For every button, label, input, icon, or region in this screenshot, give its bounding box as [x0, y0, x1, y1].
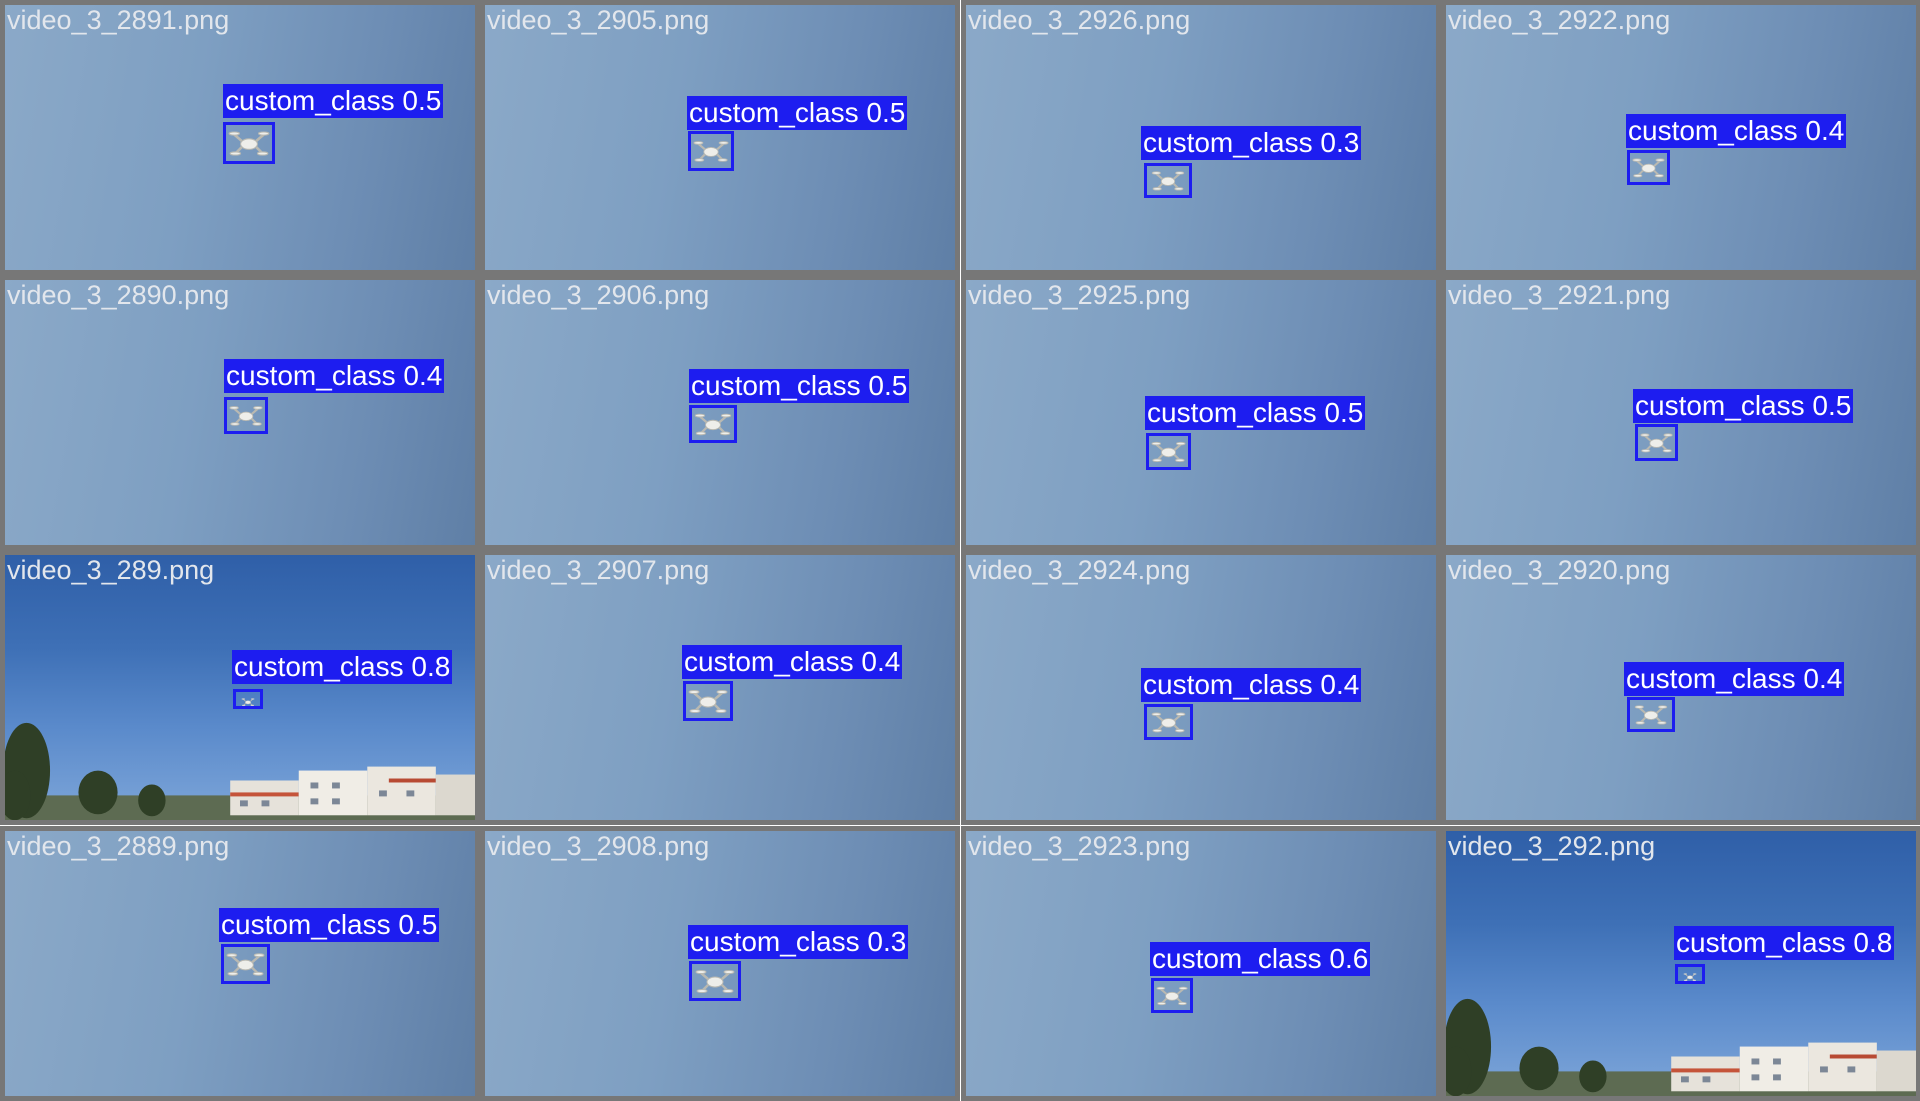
trees-and-buildings: [1446, 977, 1916, 1096]
filename-label: video_3_2889.png: [7, 831, 230, 861]
detection-label: custom_class 0.4: [224, 359, 445, 393]
filename-label: video_3_2891.png: [7, 5, 230, 35]
image-tile: video_3_2905.png custom_class 0.5: [480, 0, 960, 275]
detection-label: custom_class 0.4: [1141, 668, 1362, 702]
image-tile: video_3_2923.png custom_class 0.6: [961, 826, 1441, 1101]
image-tile: video_3_2906.png custom_class 0.5: [480, 275, 960, 550]
bounding-box: [1144, 704, 1193, 740]
image-tile: video_3_2922.png custom_class 0.4: [1441, 0, 1920, 275]
detection-label: custom_class 0.4: [682, 645, 903, 679]
filename-label: video_3_2926.png: [968, 5, 1191, 35]
drone-icon: [1156, 983, 1188, 1008]
bounding-box: [1144, 163, 1192, 198]
image-tile: video_3_2889.png custom_class 0.5: [0, 826, 480, 1101]
bounding-box: [1627, 150, 1670, 185]
image-tile: video_3_2908.png custom_class 0.3: [480, 826, 960, 1101]
detection-label: custom_class 0.8: [232, 650, 453, 684]
detection-label: custom_class 0.8: [1674, 926, 1895, 960]
detection-label: custom_class 0.5: [219, 908, 440, 942]
detection-label: custom_class 0.5: [687, 96, 908, 130]
drone-icon: [1149, 168, 1187, 193]
frame-background: [485, 5, 955, 270]
drone-icon: [688, 686, 728, 716]
drone-icon: [1151, 438, 1186, 465]
detection-label: custom_class 0.5: [1633, 389, 1854, 423]
bounding-box: [1627, 697, 1675, 732]
bounding-box: [233, 689, 263, 709]
drone-icon: [228, 127, 270, 159]
filename-label: video_3_2890.png: [7, 280, 230, 310]
bounding-box: [1151, 978, 1193, 1013]
image-tile: video_3_2891.png custom_class 0.5: [0, 0, 480, 275]
bounding-box: [689, 405, 737, 443]
filename-label: video_3_292.png: [1448, 831, 1656, 861]
image-tile: video_3_292.png custom_class 0.8: [1441, 826, 1920, 1101]
drone-icon: [229, 402, 263, 429]
drone-icon: [238, 694, 258, 706]
filename-label: video_3_2908.png: [487, 831, 710, 861]
filename-label: video_3_2905.png: [487, 5, 710, 35]
drone-icon: [1632, 155, 1665, 180]
detection-label: custom_class 0.4: [1626, 114, 1847, 148]
detection-label: custom_class 0.3: [1141, 126, 1362, 160]
drone-icon: [693, 136, 729, 166]
detection-label: custom_class 0.5: [1145, 396, 1366, 430]
filename-label: video_3_2925.png: [968, 280, 1191, 310]
drone-icon: [226, 949, 265, 979]
filename-label: video_3_2920.png: [1448, 555, 1671, 585]
image-tile: video_3_2907.png custom_class 0.4: [480, 550, 960, 825]
bounding-box: [1675, 964, 1705, 984]
drone-icon: [694, 410, 732, 438]
bounding-box: [221, 944, 270, 984]
frame-background: [485, 555, 955, 820]
image-tile: video_3_2921.png custom_class 0.5: [1441, 275, 1920, 550]
bounding-box: [683, 681, 733, 721]
image-tile: video_3_2920.png custom_class 0.4: [1441, 550, 1920, 825]
drone-icon: [1680, 969, 1700, 981]
image-tile: video_3_2925.png custom_class 0.5: [961, 275, 1441, 550]
trees-and-buildings: [5, 701, 475, 820]
bounding-box: [689, 961, 741, 1001]
bounding-box: [1635, 424, 1678, 461]
drone-icon: [1632, 702, 1670, 727]
bounding-box: [688, 131, 734, 171]
filename-label: video_3_289.png: [7, 555, 215, 585]
bounding-box: [1146, 433, 1191, 470]
image-tile: video_3_2890.png custom_class 0.4: [0, 275, 480, 550]
filename-label: video_3_2907.png: [487, 555, 710, 585]
filename-label: video_3_2906.png: [487, 280, 710, 310]
detection-label: custom_class 0.4: [1624, 662, 1845, 696]
detection-label: custom_class 0.5: [689, 369, 910, 403]
detection-label: custom_class 0.5: [223, 84, 444, 118]
image-tile: video_3_289.png custom_class 0.8: [0, 550, 480, 825]
frame-background: [5, 5, 475, 270]
filename-label: video_3_2921.png: [1448, 280, 1671, 310]
bounding-box: [224, 397, 268, 434]
filename-label: video_3_2924.png: [968, 555, 1191, 585]
filename-label: video_3_2922.png: [1448, 5, 1671, 35]
detection-label: custom_class 0.6: [1150, 942, 1371, 976]
drone-icon: [1640, 429, 1673, 456]
image-tile: video_3_2924.png custom_class 0.4: [961, 550, 1441, 825]
image-tile: video_3_2926.png custom_class 0.3: [961, 0, 1441, 275]
filename-label: video_3_2923.png: [968, 831, 1191, 861]
bounding-box: [223, 122, 275, 164]
drone-icon: [694, 966, 736, 996]
drone-icon: [1149, 709, 1188, 735]
frame-background: [485, 280, 955, 545]
detection-label: custom_class 0.3: [688, 925, 909, 959]
